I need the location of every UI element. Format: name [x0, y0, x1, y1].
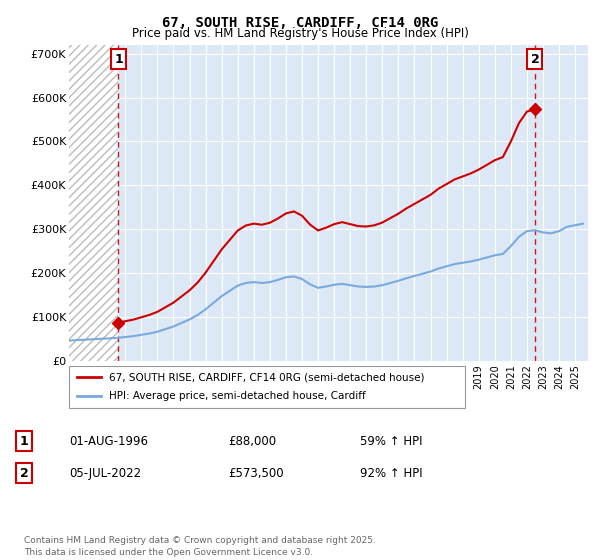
Text: 67, SOUTH RISE, CARDIFF, CF14 0RG: 67, SOUTH RISE, CARDIFF, CF14 0RG: [162, 16, 438, 30]
Text: HPI: Average price, semi-detached house, Cardiff: HPI: Average price, semi-detached house,…: [109, 391, 365, 401]
Text: Contains HM Land Registry data © Crown copyright and database right 2025.
This d: Contains HM Land Registry data © Crown c…: [24, 536, 376, 557]
Text: 67, SOUTH RISE, CARDIFF, CF14 0RG (semi-detached house): 67, SOUTH RISE, CARDIFF, CF14 0RG (semi-…: [109, 372, 424, 382]
Text: 05-JUL-2022: 05-JUL-2022: [69, 466, 141, 480]
Text: 92% ↑ HPI: 92% ↑ HPI: [360, 466, 422, 480]
Text: £573,500: £573,500: [228, 466, 284, 480]
Bar: [69, 45, 118, 361]
Text: 2: 2: [530, 53, 539, 66]
Text: 2: 2: [20, 466, 28, 480]
FancyBboxPatch shape: [69, 366, 465, 408]
Text: 1: 1: [20, 435, 28, 448]
Text: 1: 1: [114, 53, 123, 66]
Text: Price paid vs. HM Land Registry's House Price Index (HPI): Price paid vs. HM Land Registry's House …: [131, 27, 469, 40]
Bar: [69, 45, 118, 361]
Text: 01-AUG-1996: 01-AUG-1996: [69, 435, 148, 448]
Text: £88,000: £88,000: [228, 435, 276, 448]
Text: 59% ↑ HPI: 59% ↑ HPI: [360, 435, 422, 448]
